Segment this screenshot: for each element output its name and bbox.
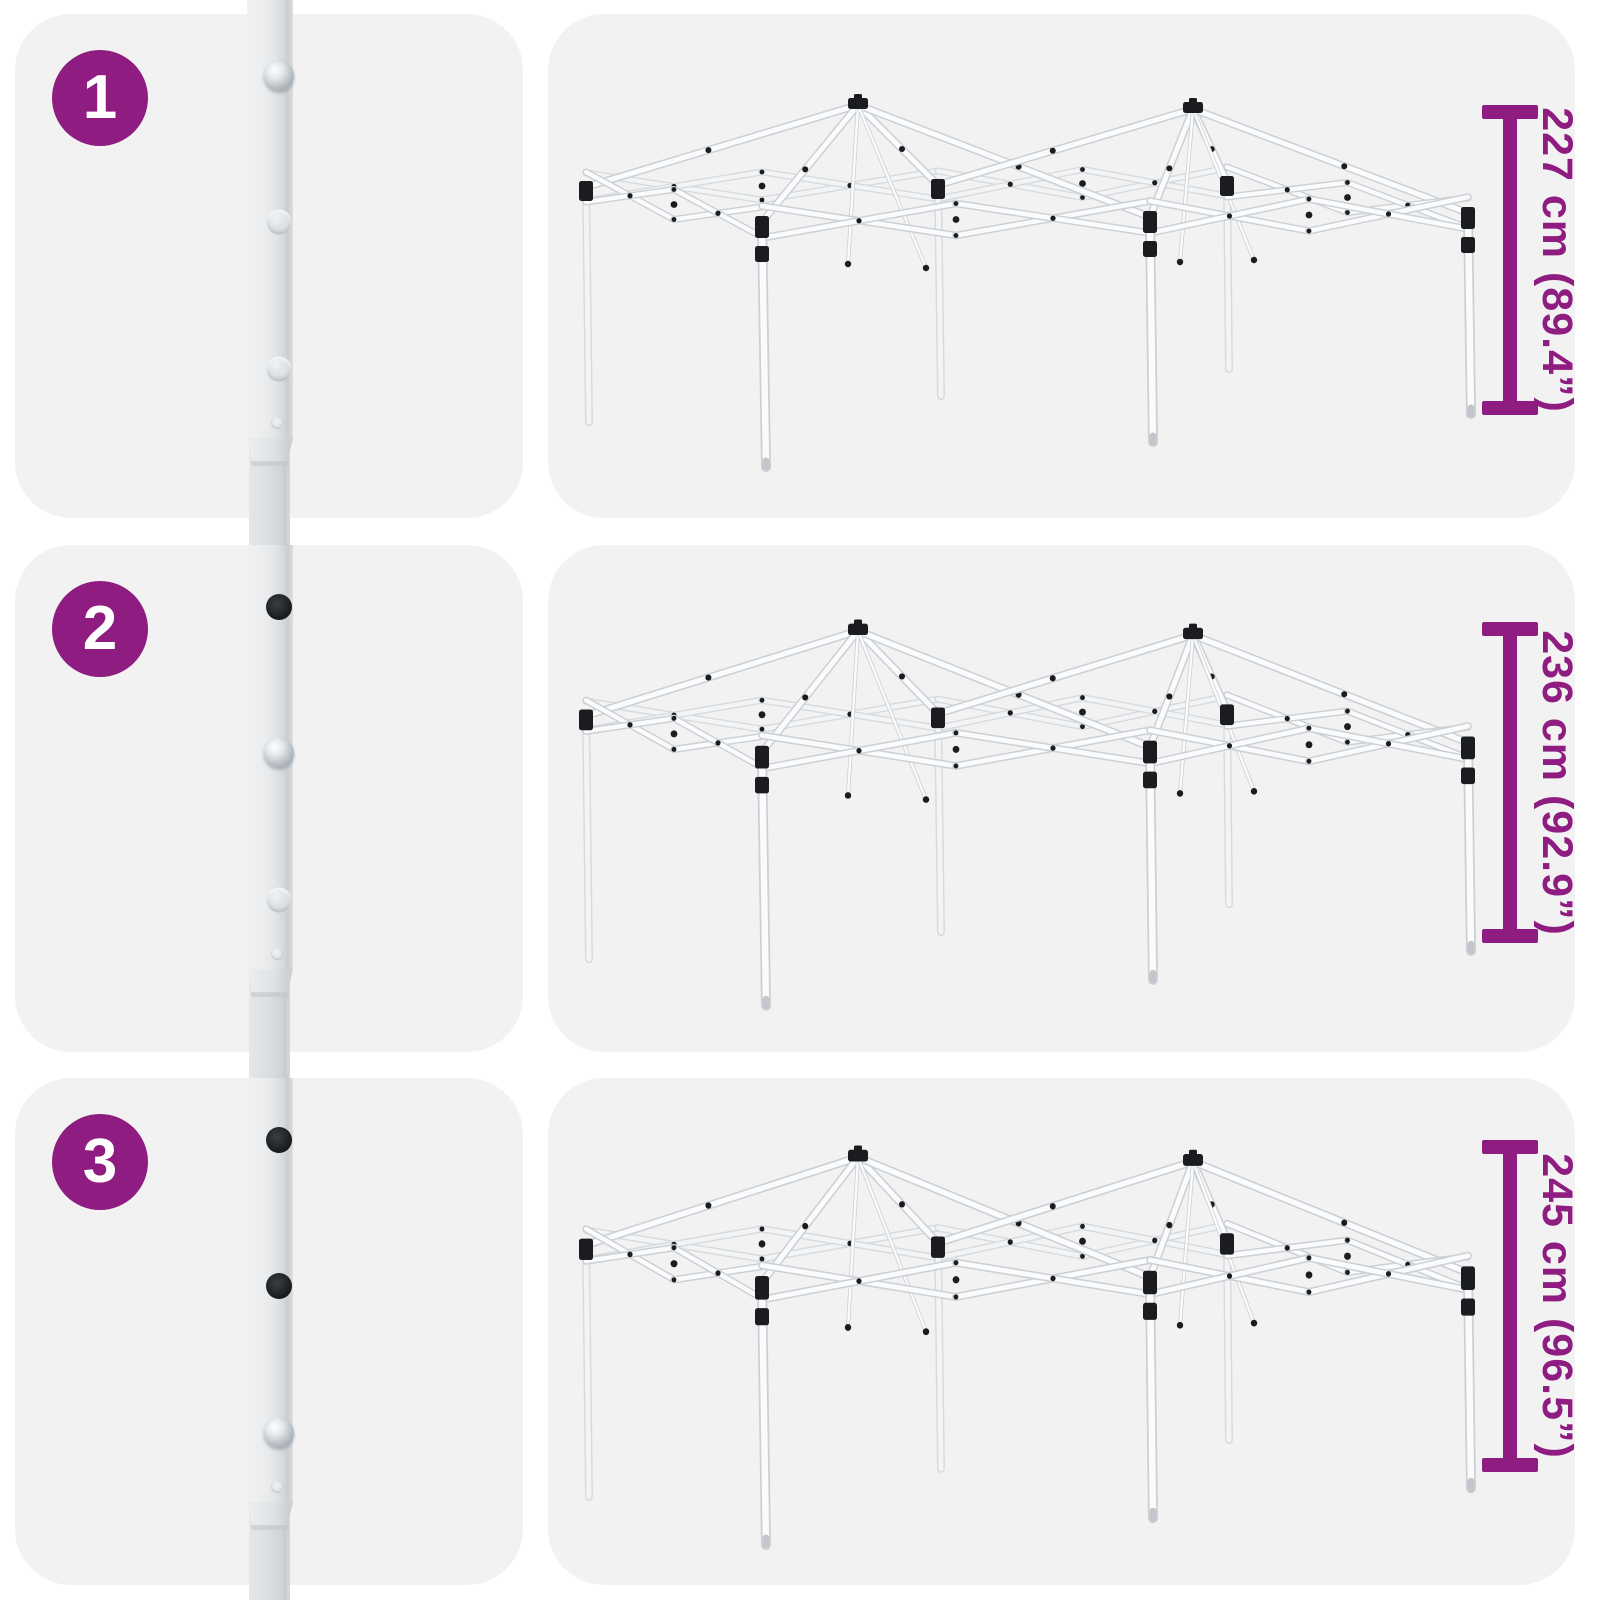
step-card-3-pole-detail: 3 <box>15 1078 523 1585</box>
dimension-line <box>1503 111 1517 409</box>
pole-joint-collar <box>247 1502 293 1526</box>
pole-hole-3-button <box>264 1418 294 1448</box>
pole-hole-2-empty <box>266 209 292 235</box>
step-badge-3: 3 <box>52 1114 148 1210</box>
pole-joint-shadow <box>251 1525 289 1530</box>
pole-hole-small <box>271 948 283 960</box>
pole-joint-shadow <box>251 461 289 466</box>
pole-joint-collar <box>247 969 293 993</box>
dimension-cap-bottom <box>1482 401 1538 415</box>
pole-hole-small <box>271 1481 283 1493</box>
frame-card-1: 227 cm (89.4”) <box>548 14 1581 518</box>
height-label: 236 cm (92.9”) <box>1533 629 1581 936</box>
height-label: 245 cm (96.5”) <box>1533 1153 1581 1459</box>
pole-hole-2-button <box>264 738 294 768</box>
dimension-cap-bottom <box>1482 929 1538 943</box>
step-card-1-pole-detail: 1 <box>15 0 523 518</box>
popup-gazebo-frame-illustration <box>579 94 1476 472</box>
pole-hole-1-open <box>266 594 292 620</box>
frame-card-3: 245 cm (96.5”) <box>548 1078 1581 1585</box>
pole-hole-3-empty <box>266 356 292 382</box>
pole-hole-3-empty <box>266 887 292 913</box>
popup-gazebo-frame-illustration <box>579 1145 1476 1550</box>
pole-hole-small <box>271 417 283 429</box>
step-badge-2: 2 <box>52 581 148 677</box>
height-dimension: 236 cm (92.9”) <box>1482 622 1581 943</box>
pole-hole-1-open <box>266 1127 292 1153</box>
pole-joint-collar <box>247 438 293 462</box>
popup-gazebo-frame-illustration <box>579 619 1476 1011</box>
pole-hole-2-open <box>266 1273 292 1299</box>
step-card-2-pole-detail: 2 <box>15 545 523 1052</box>
frame-card-2: 236 cm (92.9”) <box>548 545 1581 1052</box>
pole-joint-shadow <box>251 992 289 997</box>
dimension-line <box>1503 628 1517 937</box>
step-badge-1: 1 <box>52 50 148 146</box>
pole-hole-1-button <box>264 61 294 91</box>
height-dimension: 245 cm (96.5”) <box>1482 1140 1581 1472</box>
dimension-line <box>1503 1146 1517 1466</box>
height-dimension: 227 cm (89.4”) <box>1482 105 1581 415</box>
dimension-cap-bottom <box>1482 1458 1538 1472</box>
height-label: 227 cm (89.4”) <box>1533 107 1581 413</box>
